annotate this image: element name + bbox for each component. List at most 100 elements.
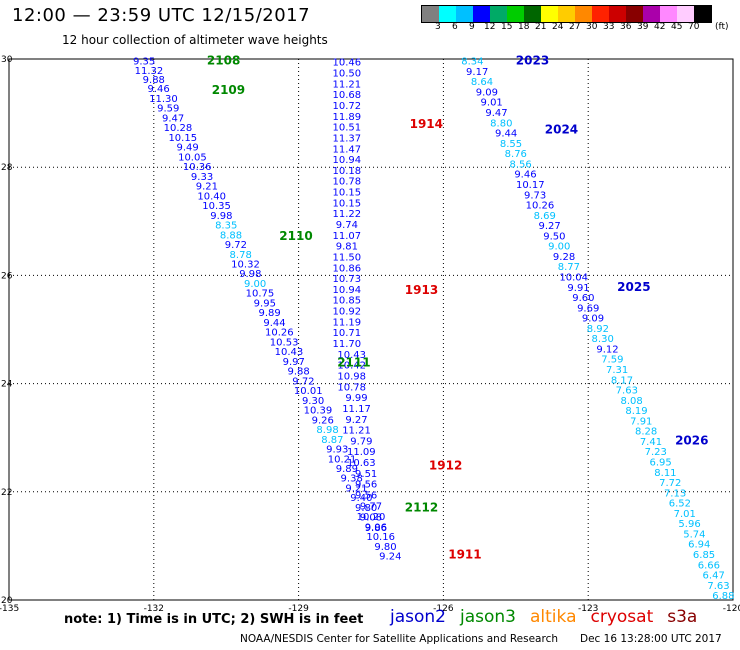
wave-height-value: 10.68 (333, 90, 362, 101)
wave-height-value: 6.52 (669, 499, 691, 510)
y-tick-label: 30 (1, 55, 13, 65)
wave-height-value: 10.98 (337, 371, 366, 382)
wave-height-value: 9.40 (350, 493, 372, 504)
wave-height-value: 10.15 (333, 198, 362, 209)
wave-height-value: 7.91 (630, 416, 652, 427)
wave-height-value: 9.79 (350, 436, 372, 447)
wave-height-value: 11.07 (333, 231, 362, 242)
wave-height-value: 10.72 (333, 101, 362, 112)
pass-number-label: 2023 (516, 54, 549, 68)
wave-height-value: 9.77 (360, 501, 382, 512)
wave-height-value: 8.19 (625, 406, 647, 417)
wave-height-value: 9.80 (374, 542, 396, 553)
wave-height-value: 9.95 (254, 298, 276, 309)
wave-height-value: 9.24 (379, 552, 401, 563)
wave-height-value: 10.17 (516, 180, 545, 191)
wave-height-value: 11.37 (333, 133, 362, 144)
wave-height-value: 11.47 (333, 144, 362, 155)
legend-label: 27 (569, 22, 581, 32)
pass-number-label: 1914 (410, 117, 443, 131)
legend-label: 3 (435, 22, 441, 32)
wave-height-value: 10.43 (337, 350, 366, 361)
wave-height-value: 9.47 (485, 108, 507, 119)
wave-height-value: 8.88 (220, 230, 242, 241)
wave-height-value: 10.26 (265, 328, 294, 339)
wave-height-value: 8.76 (505, 149, 527, 160)
wave-height-value: 9.72 (292, 376, 314, 387)
satellite-label-altika: altika (530, 607, 577, 627)
wave-height-value: 10.26 (526, 201, 555, 212)
wave-height-value: 9.74 (336, 220, 358, 231)
legend-swatch (575, 6, 592, 22)
wave-height-value: 10.18 (333, 166, 362, 177)
wave-height-value: 9.01 (481, 98, 503, 109)
x-tick-label: -123 (578, 604, 598, 614)
wave-height-value: 9.73 (524, 190, 546, 201)
legend-swatch (592, 6, 609, 22)
wave-height-value: 5.96 (678, 519, 700, 530)
wave-height-value: 7.72 (659, 478, 681, 489)
satellite-label-jason3: jason3 (460, 607, 516, 627)
wave-height-value: 9.46 (147, 84, 169, 95)
wave-height-value: 8.87 (321, 435, 343, 446)
wave-height-value: 7.63 (616, 386, 638, 397)
wave-height-value: 10.15 (168, 133, 197, 144)
color-scale-labels: 3 6 9 12 15 18 21 24 27 30 33 36 39 42 45 70 (ft) (421, 22, 740, 34)
wave-height-value: 10.20 (357, 512, 386, 523)
page-title: 12:00 — 23:59 UTC 12/15/2017 (12, 5, 311, 26)
generated-timestamp: Dec 16 13:28:00 UTC 2017 (580, 633, 722, 645)
wave-height-value: 11.50 (333, 252, 362, 263)
pass-number-label: 2025 (617, 280, 650, 294)
wave-height-value: 9.12 (596, 344, 618, 355)
wave-height-value: 10.75 (246, 289, 275, 300)
wave-height-value: 9.97 (283, 357, 305, 368)
wave-height-value: 8.77 (558, 262, 580, 273)
wave-height-value: 8.17 (611, 375, 633, 386)
map-frame (8, 58, 734, 601)
wave-height-value: 9.21 (345, 483, 367, 494)
wave-height-value: 9.17 (466, 67, 488, 78)
pass-number-label: 2110 (279, 229, 312, 243)
pass-number-label: 2109 (212, 83, 245, 97)
wave-height-value: 9.72 (225, 240, 247, 251)
wave-height-value: 9.51 (355, 469, 377, 480)
wave-height-value: 9.35 (133, 57, 155, 68)
satellite-label-s3a: s3a (667, 607, 698, 627)
legend-swatch (660, 6, 677, 22)
legend-swatch (456, 6, 473, 22)
wave-height-value: 11.17 (342, 404, 371, 415)
legend-swatch (626, 6, 643, 22)
wave-height-value: 8.55 (500, 139, 522, 150)
wave-height-value: 9.99 (345, 393, 367, 404)
wave-height-value: 6.94 (688, 540, 710, 551)
wave-height-value: 10.63 (347, 458, 376, 469)
wave-height-value: 6.95 (649, 458, 671, 469)
wave-height-value: 10.43 (275, 347, 304, 358)
wave-height-value: 10.51 (333, 123, 362, 134)
wave-height-value: 8.98 (316, 425, 338, 436)
wave-height-value: 10.28 (164, 123, 193, 134)
legend-label: 36 (620, 22, 632, 32)
wave-height-value: 10.35 (202, 201, 231, 212)
wave-height-value: 9.86 (365, 523, 387, 534)
wave-height-value: 9.08 (360, 513, 382, 524)
x-tick-label: -126 (433, 604, 454, 614)
wave-height-value: 8.69 (534, 211, 556, 222)
pass-number-label: 2024 (545, 122, 578, 136)
legend-swatch (439, 6, 456, 22)
wave-height-value: 9.88 (143, 75, 165, 86)
wave-height-value: 9.93 (326, 445, 348, 456)
wave-height-value: 8.64 (471, 77, 493, 88)
wave-height-value: 9.98 (239, 269, 261, 280)
legend-label: 15 (501, 22, 513, 32)
pass-number-label: 1913 (405, 283, 438, 297)
wave-height-value: 8.56 (509, 159, 531, 170)
wave-height-value: 6.66 (698, 560, 720, 571)
wave-height-value: 10.50 (333, 69, 362, 80)
wave-height-value: 11.22 (333, 209, 362, 220)
wave-height-value: 8.78 (230, 250, 252, 261)
wave-height-value: 11.21 (342, 426, 371, 437)
wave-height-value: 10.42 (337, 361, 366, 372)
wave-height-value: 8.34 (461, 57, 483, 68)
wave-height-value: 10.16 (366, 532, 395, 543)
